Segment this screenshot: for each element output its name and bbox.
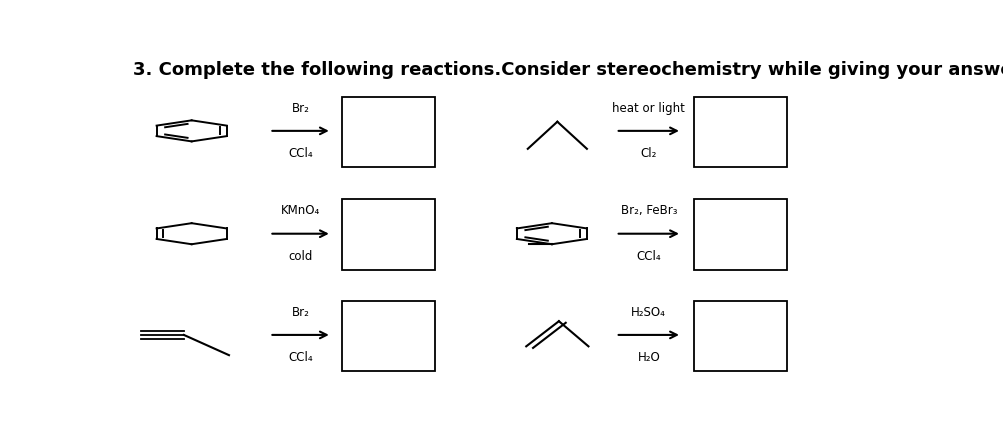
Bar	[341, 301, 434, 371]
Text: Br₂: Br₂	[291, 101, 309, 114]
Bar	[693, 199, 786, 270]
Text: H₂SO₄: H₂SO₄	[631, 306, 666, 318]
Text: Br₂, FeBr₃: Br₂, FeBr₃	[620, 204, 676, 218]
Text: CCl₄: CCl₄	[288, 147, 313, 160]
Text: Br₂: Br₂	[291, 306, 309, 318]
Bar	[693, 97, 786, 167]
Bar	[341, 199, 434, 270]
Text: heat or light: heat or light	[612, 101, 684, 114]
Text: H₂O: H₂O	[637, 351, 660, 364]
Text: CCl₄: CCl₄	[636, 250, 660, 263]
Text: CCl₄: CCl₄	[288, 351, 313, 364]
Text: KMnO₄: KMnO₄	[281, 204, 320, 218]
Text: 3. Complete the following reactions.Consider stereochemistry while giving your a: 3. Complete the following reactions.Cons…	[133, 61, 1003, 79]
Text: Cl₂: Cl₂	[640, 147, 656, 160]
Bar	[693, 301, 786, 371]
Bar	[341, 97, 434, 167]
Text: cold: cold	[288, 250, 313, 263]
